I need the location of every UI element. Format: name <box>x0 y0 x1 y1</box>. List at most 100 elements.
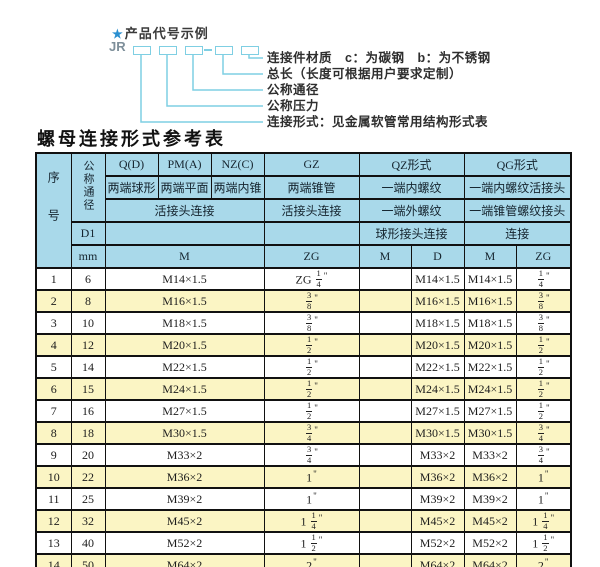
header-blank-left <box>104 221 265 246</box>
cell-dia: 22 <box>70 465 106 489</box>
cell-qg_m: M39×2 <box>463 487 517 511</box>
cell-qz_d: M30×1.5 <box>410 421 465 445</box>
cell-zg: 3 4 " <box>263 443 360 467</box>
cell-qz_m <box>358 443 412 467</box>
cell-seq: 9 <box>35 443 72 467</box>
cell-qz_d: M64×2 <box>410 553 465 567</box>
table-row: 13 40 M52×2 1 1 2 " M52×2 M52×2 1 1 2 " <box>35 531 572 555</box>
code-box-2 <box>159 46 177 55</box>
code-label-pressure: 公称压力 <box>267 99 320 113</box>
cell-qz_d: M22×1.5 <box>410 355 465 379</box>
cell-qg_m: M45×2 <box>463 509 517 533</box>
cell-seq: 11 <box>35 487 72 511</box>
inch-mark: " <box>550 513 555 524</box>
header-pm-code: PM(A) <box>157 152 212 177</box>
header-qz-conn: 球形接头连接 <box>358 221 465 246</box>
inch-mark: " <box>313 556 317 567</box>
header-dia: 公称通径 <box>70 152 106 223</box>
header-qz-desc1: 一端内螺纹 <box>358 175 465 200</box>
cell-qz_m <box>358 355 412 379</box>
cell-qz_m <box>358 377 412 401</box>
cell-seq: 12 <box>35 509 72 533</box>
cell-qg_zg: 1 2 " <box>515 399 572 423</box>
header-qg-code: QG形式 <box>463 152 572 177</box>
code-label-connection: 连接形式：见金属软管常用结构形式表 <box>267 115 489 129</box>
header-union-conn-left: 活接头连接 <box>104 198 265 223</box>
cell-qg_m: M27×1.5 <box>463 399 517 423</box>
header-qz-desc2: 一端外螺纹 <box>358 198 465 223</box>
cell-qz_d: M39×2 <box>410 487 465 511</box>
code-label-diameter: 公称通径 <box>267 83 320 97</box>
cell-dia: 25 <box>70 487 106 511</box>
cell-qz_d: M45×2 <box>410 509 465 533</box>
cell-qg_zg: 1 2 " <box>515 333 572 357</box>
cell-seq: 8 <box>35 421 72 445</box>
cell-zg: 3 8 " <box>263 289 360 313</box>
header-q-code: Q(D) <box>104 152 159 177</box>
cell-qz_d: M24×1.5 <box>410 377 465 401</box>
table-row: 7 16 M27×1.5 1 2 " M27×1.5 M27×1.5 1 2 " <box>35 399 572 423</box>
cell-m: M64×2 <box>104 553 265 567</box>
cell-qg_m: M18×1.5 <box>463 311 517 335</box>
code-box-1 <box>133 46 151 55</box>
cell-zg: 1 2 " <box>263 377 360 401</box>
cell-seq: 6 <box>35 377 72 401</box>
cell-qz_d: M16×1.5 <box>410 289 465 313</box>
cell-qg_zg: 1 1 2 " <box>515 531 572 555</box>
cell-qz_m <box>358 267 412 291</box>
diagram-heading: ★ 产品代号示例 <box>112 23 209 42</box>
cell-zg: 1 1 2 " <box>263 531 360 555</box>
inch-mark: " <box>546 293 550 304</box>
cell-zg: 1 1 4 " <box>263 509 360 533</box>
cell-qg_zg: 1" <box>515 487 572 511</box>
inch-mark: " <box>546 381 550 392</box>
cell-qg_m: M22×1.5 <box>463 355 517 379</box>
cell-m: M16×1.5 <box>104 289 265 313</box>
cell-dia: 10 <box>70 311 106 335</box>
table-row: 1 6 M14×1.5 ZG 1 4 " M14×1.5 M14×1.5 1 4 " <box>35 267 572 291</box>
inch-mark: " <box>546 315 550 326</box>
cell-qz_m <box>358 487 412 511</box>
cell-qz_m <box>358 333 412 357</box>
code-box-4 <box>215 46 233 55</box>
cell-qz_m <box>358 553 412 567</box>
cell-dia: 16 <box>70 399 106 423</box>
table-row: 5 14 M22×1.5 1 2 " M22×1.5 M22×1.5 1 2 " <box>35 355 572 379</box>
inch-mark: " <box>544 556 549 567</box>
cell-seq: 7 <box>35 399 72 423</box>
inch-mark: " <box>314 337 318 348</box>
cell-qz_m <box>358 399 412 423</box>
inch-mark: " <box>323 271 328 282</box>
cell-dia: 50 <box>70 553 106 567</box>
cell-dia: 12 <box>70 333 106 357</box>
cell-zg: ZG 1 4 " <box>263 267 360 291</box>
cell-zg: 1 2 " <box>263 399 360 423</box>
cell-qz_m <box>358 465 412 489</box>
cell-m: M14×1.5 <box>104 267 265 291</box>
header-d1: D1 <box>70 221 106 246</box>
cell-zg: 1" <box>263 465 360 489</box>
cell-zg: 2" <box>263 553 360 567</box>
cell-m: M45×2 <box>104 509 265 533</box>
inch-mark: " <box>546 447 550 458</box>
header-blank-gz <box>263 221 360 246</box>
cell-seq: 14 <box>35 553 72 567</box>
cell-qz_d: M20×1.5 <box>410 333 465 357</box>
header-mm: mm <box>70 244 106 269</box>
table-body: 1 6 M14×1.5 ZG 1 4 " M14×1.5 M14×1.5 1 4 " 2 8 M16×1.… <box>35 267 572 567</box>
table-row: 3 10 M18×1.5 3 8 " M18×1.5 M18×1.5 3 8 " <box>35 311 572 335</box>
table-row: 8 18 M30×1.5 3 4 " M30×1.5 M30×1.5 3 4 " <box>35 421 572 445</box>
cell-zg: 3 8 " <box>263 311 360 335</box>
header-qg-desc2: 一端锥管螺纹接头 <box>463 198 572 223</box>
